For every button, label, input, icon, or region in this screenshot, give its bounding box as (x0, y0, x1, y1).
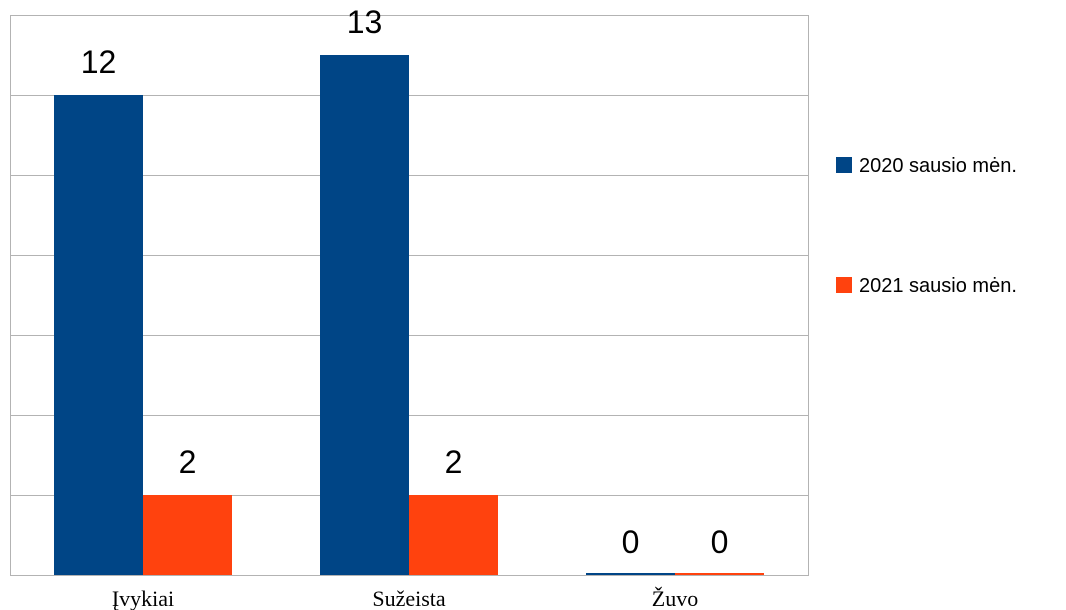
legend: 2020 sausio mėn. 2021 sausio mėn. (836, 155, 1017, 297)
bar-1-2 (320, 55, 409, 575)
data-label-1-2: 13 (347, 4, 383, 40)
category-axis-labels: Įvykiai Sužeista Žuvo (112, 586, 698, 610)
category-label-3: Žuvo (652, 586, 698, 610)
bar-2-3 (675, 573, 764, 575)
bar-2-2 (409, 495, 498, 575)
data-label-2-2: 2 (445, 444, 463, 480)
data-label-2-1: 2 (179, 444, 197, 480)
category-label-2: Sužeista (372, 586, 446, 610)
legend-label-2: 2021 sausio mėn. (859, 275, 1017, 297)
bar-2-1 (143, 495, 232, 575)
data-label-1-1: 12 (81, 44, 117, 80)
data-label-2-3: 0 (711, 524, 729, 560)
bar-1-3 (586, 573, 675, 575)
legend-swatch-1 (836, 157, 852, 173)
category-label-1: Įvykiai (112, 586, 174, 610)
bars (54, 55, 764, 575)
plot-area (10, 15, 809, 576)
legend-label-1: 2020 sausio mėn. (859, 155, 1017, 177)
legend-swatch-2 (836, 277, 852, 293)
bar-1-1 (54, 95, 143, 575)
data-label-1-3: 0 (622, 524, 640, 560)
data-labels: 12 2 13 2 0 0 (81, 4, 729, 560)
